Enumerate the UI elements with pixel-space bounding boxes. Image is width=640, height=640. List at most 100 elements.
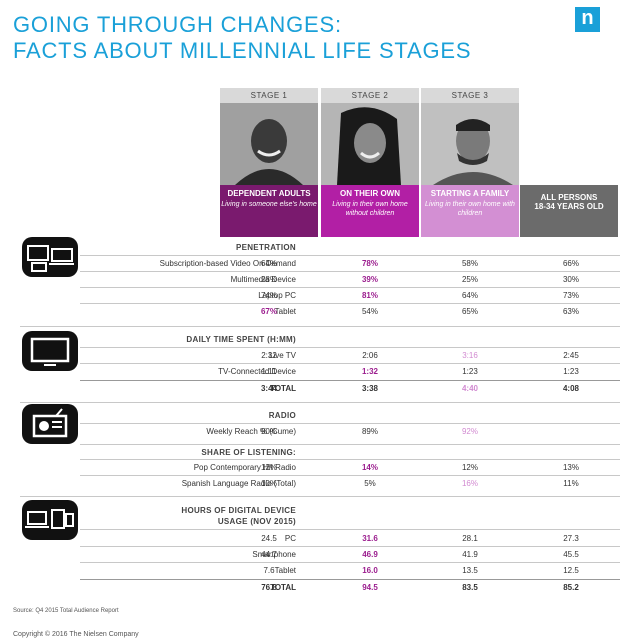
table-row: PC 24.5 31.6 28.1 27.3 [80,531,620,547]
cell: 16.0 [362,566,378,575]
daily-time-heading-row: DAILY TIME SPENT (H:MM) [80,332,620,348]
cell: 16% [461,479,478,488]
table-row: Subscription-based Video On Demand 64% 7… [80,256,620,272]
cell: 1:23 [563,367,579,376]
table-row: Live TV 2:32 2:06 3:16 2:45 [80,348,620,364]
row-label: Subscription-based Video On Demand [159,259,296,268]
stage-3-label: STAGE 3 [421,88,519,103]
cell: 28% [260,275,277,284]
cell: 76.8 [261,583,277,592]
row-label: Weekly Reach % (Cume) [206,427,296,436]
section-divider [20,496,620,497]
stage-3-title: STARTING A FAMILY [430,189,510,198]
title-line-2: FACTS ABOUT MILLENNIAL LIFE STAGES [13,38,472,63]
table-row: Spanish Language Radio (Total) 10% 5% 16… [80,476,620,492]
cell: 1:32 [361,367,378,376]
row-label: Tablet [274,566,296,575]
table-row: TV-Connected Device 1:11 1:32 1:23 1:23 [80,364,620,380]
share-heading: SHARE OF LISTENING: [201,448,296,457]
stage-1-subtitle: Living in someone else's home [221,201,317,208]
table-row: Laptop PC 74% 81% 64% 73% [80,288,620,304]
cell: 25% [461,275,478,284]
cell: 4:40 [461,384,478,393]
cell: 54% [361,307,378,316]
cell: 90% [260,427,277,436]
table-row: Tablet 7.6 16.0 13.5 12.5 [80,563,620,579]
total-row: TOTAL 76.8 94.5 83.5 85.2 [80,579,620,595]
row-label: TOTAL [270,384,296,393]
cell: 85.2 [563,583,579,592]
copyright-note: Copyright © 2016 The Nielsen Company [13,631,139,638]
digital-heading-line-1: HOURS OF DIGITAL DEVICE [181,506,296,515]
row-label: Laptop PC [258,291,296,300]
stage-3-column: STAGE 3 STARTING A FAMILY Living in thei… [421,88,519,237]
cell: 5% [364,479,376,488]
cell: 30% [562,275,579,284]
cell: 74% [260,291,277,300]
stage-2-subtitle: Living in their own home without childre… [332,201,408,217]
row-label: PC [284,534,296,543]
cell: 3:38 [361,384,378,393]
cell: 2:32 [261,351,277,360]
total-row: TOTAL 3:44 3:38 4:40 4:08 [80,380,620,396]
cell: 41.9 [462,550,478,559]
table-row: Tablet 67% 54% 65% 63% [80,304,620,320]
all-persons-header: ALL PERSONS 18-34 YEARS OLD [520,185,618,237]
table-row: Smartphone 44.7 46.9 41.9 45.5 [80,547,620,563]
row-label: Multimedia Device [230,275,296,284]
stage-2-title: ON THEIR OWN [340,189,400,198]
cell: 81% [361,291,378,300]
cell: 24.5 [261,534,277,543]
cell: 89% [361,427,378,436]
cell: 11% [563,479,579,488]
radio-heading: RADIO [268,411,296,420]
digital-devices-icon [22,500,78,540]
cell: 73% [562,291,579,300]
tv-icon [22,331,78,371]
radio-icon [22,404,78,444]
cell: 45.5 [563,550,579,559]
cell: 31.6 [362,534,378,543]
cell: 64% [260,259,277,268]
section-divider [20,402,620,403]
cell: 12% [260,463,277,472]
cell: 78% [361,259,378,268]
cell: 14% [361,463,378,472]
daily-time-heading: DAILY TIME SPENT (H:MM) [186,335,296,344]
row-label: Pop Contemporary Hit Radio [193,463,296,472]
all-persons-title: ALL PERSONS 18-34 YEARS OLD [534,193,604,211]
cell: 83.5 [462,583,478,592]
cell: 65% [461,307,478,316]
share-heading-row: SHARE OF LISTENING: [80,444,620,460]
row-label: Live TV [269,351,296,360]
cell: 44.7 [261,550,277,559]
row-label: Tablet [274,307,296,316]
cell: 3:44 [260,384,277,393]
row-label: TOTAL [270,583,296,592]
stage-3-subtitle: Living in their own home with children [425,201,515,217]
cell: 46.9 [362,550,378,559]
cell: 64% [461,291,478,300]
cell: 1:11 [261,367,277,376]
cell: 12% [461,463,478,472]
table-row: Multimedia Device 28% 39% 25% 30% [80,272,620,288]
digital-heading-line-2: USAGE (NOV 2015) [217,517,296,526]
stage-1-column: STAGE 1 DEPENDENT ADULTS Living in someo… [220,88,318,237]
cell: 3:16 [462,351,478,360]
penetration-heading-row: PENETRATION [80,240,620,256]
cell: 63% [562,307,579,316]
table-row: Weekly Reach % (Cume) 90% 89% 92% [80,424,620,440]
table-row: Pop Contemporary Hit Radio 12% 14% 12% 1… [80,460,620,476]
row-label: TV-Connected Device [218,367,296,376]
section-divider [20,326,620,327]
cell: 27.3 [563,534,579,543]
cell: 13% [562,463,579,472]
cell: 94.5 [362,583,378,592]
cell: 13.5 [462,566,478,575]
cell: 4:08 [562,384,579,393]
cell: 92% [461,427,478,436]
page-title: GOING THROUGH CHANGES: FACTS ABOUT MILLE… [13,12,471,64]
cell: 66% [562,259,579,268]
all-persons-column: ALL PERSONS 18-34 YEARS OLD [520,185,618,237]
stage-1-title: DEPENDENT ADULTS [227,189,311,198]
